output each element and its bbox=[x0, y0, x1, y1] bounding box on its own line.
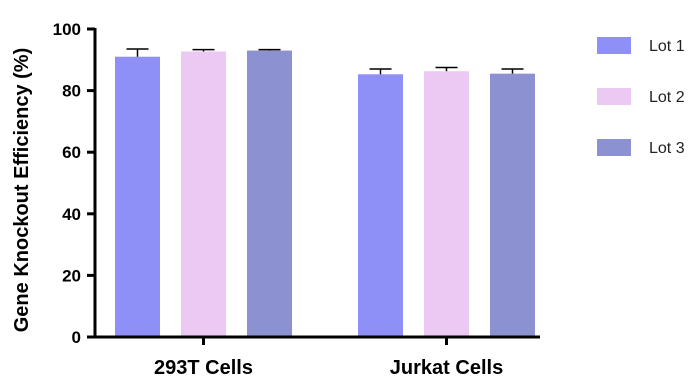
y-tick-label: 40 bbox=[62, 205, 81, 224]
bar bbox=[181, 51, 226, 336]
legend-item: Lot 1 bbox=[597, 37, 685, 55]
x-labels: 293T Cells Jurkat Cells bbox=[154, 357, 503, 379]
legend-label: Lot 2 bbox=[649, 89, 685, 106]
legend-item: Lot 3 bbox=[597, 139, 685, 157]
y-tick-label: 100 bbox=[53, 20, 81, 39]
bar bbox=[358, 74, 403, 336]
bar bbox=[247, 50, 292, 336]
y-tick-label: 0 bbox=[72, 328, 81, 347]
legend-label: Lot 3 bbox=[649, 140, 685, 157]
x-category-label: 293T Cells bbox=[154, 357, 253, 379]
legend-label: Lot 1 bbox=[649, 38, 685, 55]
x-category-label: Jurkat Cells bbox=[390, 357, 503, 379]
y-tick-label: 60 bbox=[62, 143, 81, 162]
y-axis-title: Gene Knockout Efficiency (%) bbox=[11, 48, 33, 333]
y-tick-label: 80 bbox=[62, 82, 81, 101]
bar bbox=[424, 71, 469, 336]
bars bbox=[115, 48, 535, 345]
legend-item: Lot 2 bbox=[597, 88, 685, 106]
legend-swatch bbox=[597, 37, 631, 54]
y-axis-title-group: Gene Knockout Efficiency (%) bbox=[11, 48, 33, 333]
bar bbox=[115, 56, 160, 336]
y-ticks: 0 20 40 60 80 100 bbox=[53, 20, 95, 347]
axes bbox=[93, 28, 540, 339]
y-tick-label: 20 bbox=[62, 266, 81, 285]
legend-swatch bbox=[597, 88, 631, 105]
legend-swatch bbox=[597, 139, 631, 156]
legend: Lot 1 Lot 2 Lot 3 bbox=[597, 37, 685, 157]
bar bbox=[490, 73, 535, 336]
